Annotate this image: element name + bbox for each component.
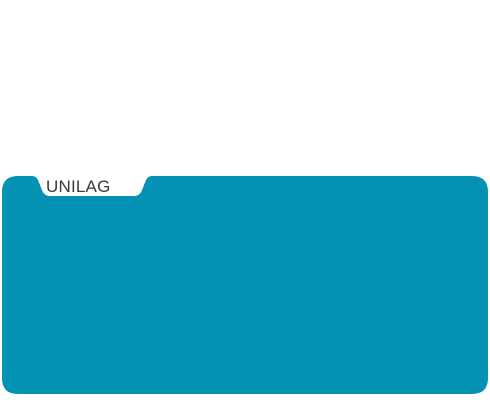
folder-shape — [2, 176, 488, 394]
folder-panel — [2, 176, 488, 394]
folder-body — [2, 176, 488, 394]
folder-tab-label[interactable]: UNILAG — [46, 177, 111, 196]
